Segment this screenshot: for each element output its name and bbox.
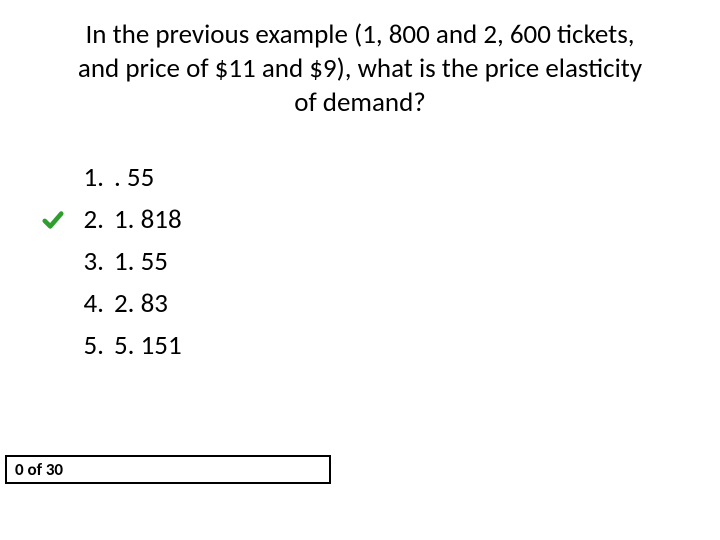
- option-number: 2.: [66, 202, 114, 237]
- progress-counter: 0 of 30: [5, 455, 331, 484]
- checkmark-icon: [42, 209, 64, 231]
- option-value: . 55: [114, 160, 154, 195]
- option-value: 5. 151: [114, 328, 182, 363]
- option-number: 3.: [66, 244, 114, 279]
- option-row: 3. 1. 55: [40, 244, 182, 279]
- option-number: 5.: [66, 328, 114, 363]
- option-number: 4.: [66, 286, 114, 321]
- question-text: In the previous example (1, 800 and 2, 6…: [70, 18, 650, 119]
- option-value: 1. 818: [114, 202, 182, 237]
- option-row: 2. 1. 818: [40, 202, 182, 237]
- option-value: 1. 55: [114, 244, 168, 279]
- option-row: 5. 5. 151: [40, 328, 182, 363]
- quiz-slide: In the previous example (1, 800 and 2, 6…: [0, 0, 720, 540]
- option-value: 2. 83: [114, 286, 168, 321]
- option-row: 1. . 55: [40, 160, 182, 195]
- option-row: 4. 2. 83: [40, 286, 182, 321]
- checkmark-slot-2: [40, 209, 66, 231]
- options-list: 1. . 55 2. 1. 818 3. 1. 55 4. 2. 83 5.: [40, 160, 182, 370]
- option-number: 1.: [66, 160, 114, 195]
